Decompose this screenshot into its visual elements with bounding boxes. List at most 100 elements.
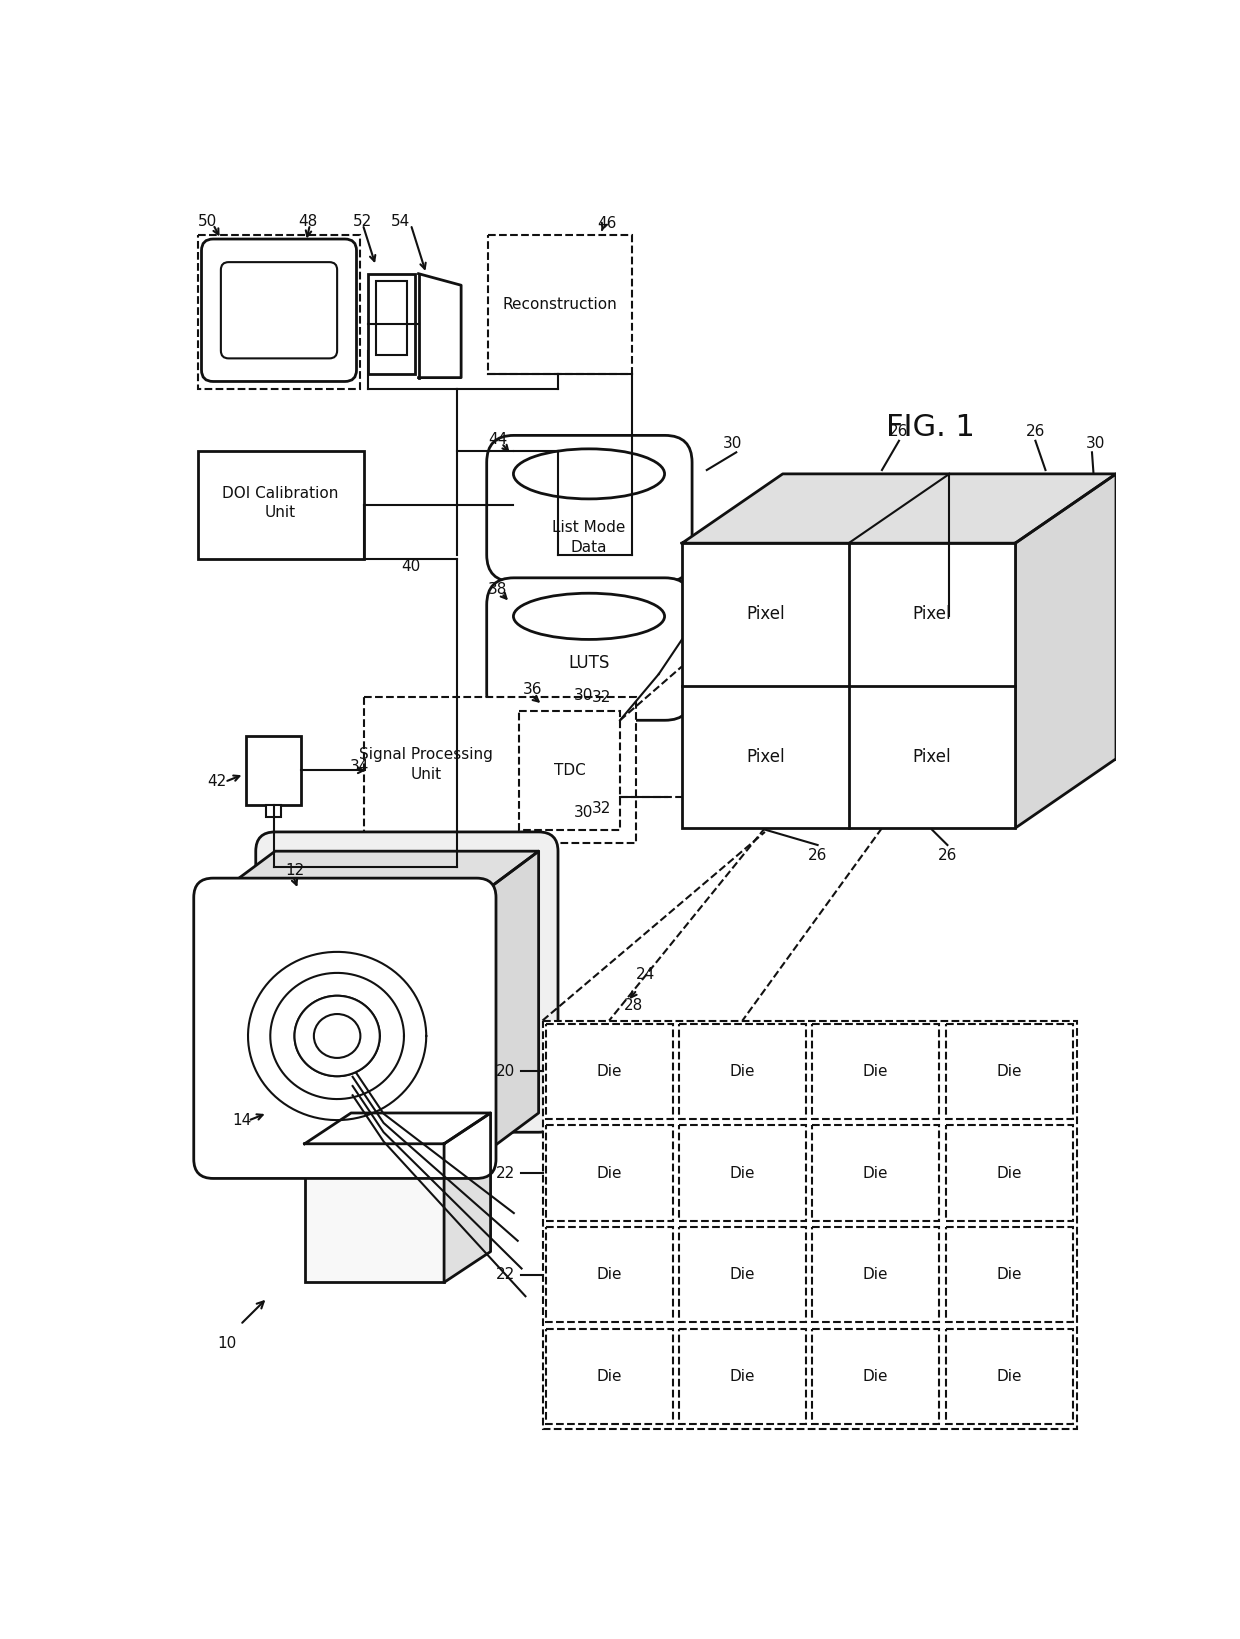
Text: 30: 30 <box>573 805 593 820</box>
Bar <box>682 543 1016 828</box>
Text: 34: 34 <box>351 759 370 774</box>
Polygon shape <box>1016 474 1116 828</box>
Text: Die: Die <box>996 1064 1022 1078</box>
Text: Die: Die <box>729 1267 755 1282</box>
Text: DOI Calibration: DOI Calibration <box>222 485 339 500</box>
Text: Pixel: Pixel <box>746 747 785 765</box>
Text: Die: Die <box>996 1369 1022 1383</box>
Text: 30: 30 <box>723 436 742 451</box>
Text: Unit: Unit <box>265 505 296 520</box>
Text: Die: Die <box>863 1267 889 1282</box>
Text: Reconstruction: Reconstruction <box>502 297 618 311</box>
Bar <box>197 234 361 388</box>
Text: 30: 30 <box>1086 436 1106 451</box>
Bar <box>546 1329 672 1424</box>
Text: FIG. 1: FIG. 1 <box>885 413 975 443</box>
Polygon shape <box>444 1113 491 1282</box>
Text: 30: 30 <box>573 688 593 703</box>
Text: Data: Data <box>570 539 608 554</box>
Text: Die: Die <box>863 1064 889 1078</box>
Bar <box>945 1329 1073 1424</box>
Text: 26: 26 <box>889 425 909 439</box>
Text: 38: 38 <box>489 582 507 597</box>
Bar <box>945 1024 1073 1119</box>
Text: Pixel: Pixel <box>913 747 951 765</box>
Polygon shape <box>305 1113 491 1144</box>
Text: 22: 22 <box>496 1267 516 1282</box>
Text: 26: 26 <box>808 847 827 862</box>
Text: Die: Die <box>863 1369 889 1383</box>
Text: Die: Die <box>596 1165 622 1180</box>
Text: 20: 20 <box>496 1064 516 1078</box>
Bar <box>680 1228 806 1323</box>
Bar <box>546 1228 672 1323</box>
Text: Die: Die <box>596 1267 622 1282</box>
Text: Unit: Unit <box>410 767 441 782</box>
FancyBboxPatch shape <box>255 833 558 1133</box>
FancyBboxPatch shape <box>221 262 337 359</box>
Bar <box>812 1228 940 1323</box>
Text: 50: 50 <box>197 213 217 229</box>
Text: List Mode: List Mode <box>552 520 626 536</box>
Polygon shape <box>476 851 538 1159</box>
Bar <box>782 474 1116 759</box>
Text: Signal Processing: Signal Processing <box>360 747 494 762</box>
Bar <box>365 697 635 844</box>
Ellipse shape <box>513 593 665 639</box>
Bar <box>197 451 365 559</box>
Text: 26: 26 <box>1025 425 1045 439</box>
Bar <box>680 1024 806 1119</box>
FancyBboxPatch shape <box>201 239 357 382</box>
Bar <box>945 1228 1073 1323</box>
Text: 12: 12 <box>285 862 305 879</box>
Bar <box>305 1144 444 1282</box>
Ellipse shape <box>295 997 379 1077</box>
Bar <box>546 1126 672 1221</box>
Polygon shape <box>213 851 538 898</box>
Text: Die: Die <box>863 1165 889 1180</box>
Text: 44: 44 <box>489 431 507 447</box>
Text: Pixel: Pixel <box>913 605 951 623</box>
Text: Die: Die <box>596 1064 622 1078</box>
Bar <box>543 1021 1078 1429</box>
Text: Die: Die <box>996 1267 1022 1282</box>
Text: Pixel: Pixel <box>746 605 785 623</box>
Ellipse shape <box>513 449 665 498</box>
Text: Die: Die <box>729 1064 755 1078</box>
Text: Die: Die <box>729 1165 755 1180</box>
Text: 40: 40 <box>402 559 420 574</box>
Bar <box>680 1126 806 1221</box>
Bar <box>945 1126 1073 1221</box>
Text: 42: 42 <box>207 774 227 790</box>
Text: Die: Die <box>596 1369 622 1383</box>
Text: Die: Die <box>729 1369 755 1383</box>
Text: 26: 26 <box>937 847 957 862</box>
Text: 46: 46 <box>596 216 616 231</box>
Text: 32: 32 <box>591 690 611 705</box>
Text: 22: 22 <box>496 1165 516 1180</box>
FancyBboxPatch shape <box>486 436 692 582</box>
Bar <box>368 274 414 374</box>
Bar <box>812 1126 940 1221</box>
Bar <box>812 1329 940 1424</box>
Bar <box>489 234 631 374</box>
Text: 14: 14 <box>233 1113 252 1128</box>
Ellipse shape <box>314 1015 361 1057</box>
Text: TDC: TDC <box>554 762 585 779</box>
Text: 36: 36 <box>523 682 543 697</box>
Text: 10: 10 <box>217 1336 237 1352</box>
Polygon shape <box>682 474 1116 543</box>
Bar <box>376 282 407 354</box>
Text: 24: 24 <box>635 967 655 982</box>
Text: Die: Die <box>996 1165 1022 1180</box>
Bar <box>546 1024 672 1119</box>
FancyBboxPatch shape <box>193 879 496 1178</box>
Text: LUTS: LUTS <box>568 654 610 672</box>
Bar <box>265 805 281 816</box>
Text: 54: 54 <box>392 213 410 229</box>
Bar <box>680 1329 806 1424</box>
Bar <box>812 1024 940 1119</box>
Text: 48: 48 <box>299 213 317 229</box>
FancyBboxPatch shape <box>486 579 692 720</box>
Text: 32: 32 <box>591 801 611 816</box>
